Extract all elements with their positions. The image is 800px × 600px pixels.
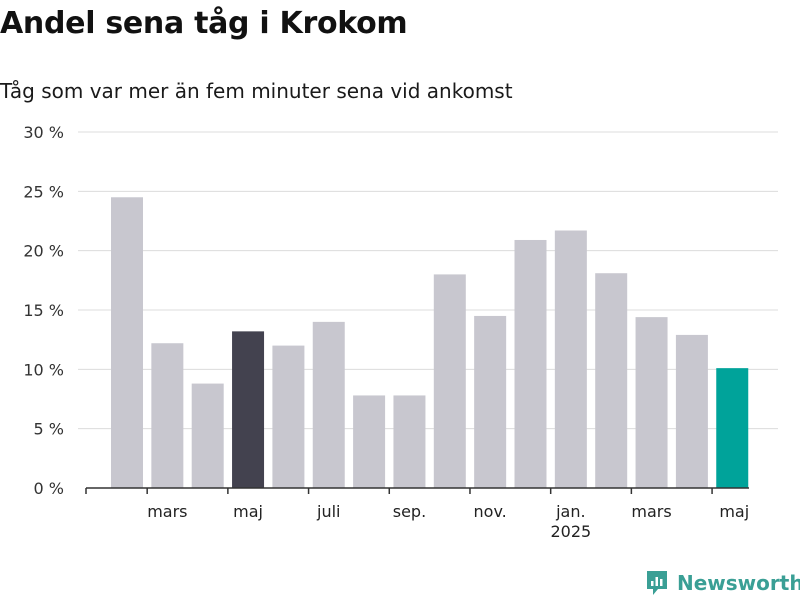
bar [312,321,345,488]
bar [191,383,224,488]
y-tick-label: 25 % [23,182,64,201]
x-year-label: 2025 [550,522,591,541]
bar [232,331,265,488]
x-tick-label: maj [233,502,263,521]
chart-subtitle: Tåg som var mer än fem minuter sena vid … [0,79,513,103]
bar [474,315,507,488]
bar [433,274,466,488]
bar [716,368,749,488]
bar [554,230,587,488]
newsworthy-logo-text: Newsworthy [677,571,800,595]
x-tick-label: jan. [555,502,585,521]
bar [393,395,426,488]
x-tick-label: juli [316,502,340,521]
chart-title: Andel sena tåg i Krokom [0,6,408,41]
y-axis-labels: 0 % 5 % 10 % 15 % 20 % 25 % 30 % [23,123,64,498]
y-tick-label: 20 % [23,242,64,261]
bar-chart: 0 % 5 % 10 % 15 % 20 % 25 % 30 % mars maj juli se… [23,123,778,541]
x-tick-label: mars [631,502,671,521]
bar [272,345,305,488]
x-tick-label: mars [147,502,187,521]
bar [151,343,184,488]
x-tick-label: nov. [474,502,507,521]
bar [353,395,386,488]
x-axis: mars maj juli sep. nov. jan.2025 mars maj [85,487,749,541]
x-tick-label: sep. [393,502,426,521]
bar [675,334,708,488]
bar [111,197,143,488]
x-tick-label: maj [719,502,749,521]
newsworthy-logo-icon [647,571,667,595]
bar [635,317,668,488]
newsworthy-logo: Newsworthy [645,568,800,598]
bar [514,239,547,488]
y-tick-label: 30 % [23,123,64,142]
bars [111,197,749,488]
bar [595,273,628,488]
y-tick-label: 10 % [23,360,64,379]
y-tick-label: 15 % [23,301,64,320]
y-tick-label: 0 % [34,479,64,498]
y-tick-label: 5 % [34,420,64,439]
